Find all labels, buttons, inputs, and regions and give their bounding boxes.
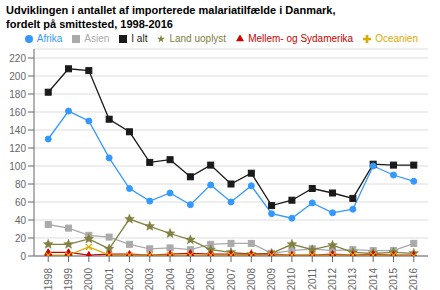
- svg-text:2012: 2012: [327, 268, 338, 290]
- svg-text:2013: 2013: [347, 268, 358, 290]
- html-text:Mellem- og Sydamerika: Mellem- og Sydamerika: [248, 33, 354, 44]
- svg-text:2004: 2004: [165, 268, 176, 290]
- svg-text:2008: 2008: [246, 268, 257, 290]
- svg-text:2000: 2000: [83, 268, 94, 290]
- svg-text:2009: 2009: [266, 268, 277, 290]
- svg-text:2002: 2002: [124, 268, 135, 290]
- svg-text:0: 0: [20, 251, 26, 262]
- svg-text:2015: 2015: [388, 268, 399, 290]
- svg-text:1999: 1999: [63, 268, 74, 290]
- svg-text:80: 80: [15, 179, 27, 190]
- svg-text:140: 140: [9, 125, 26, 136]
- svg-text:2003: 2003: [144, 268, 155, 290]
- svg-text:2010: 2010: [286, 268, 297, 290]
- svg-text:120: 120: [9, 143, 26, 154]
- svg-text:1998: 1998: [43, 268, 54, 290]
- svg-text:20: 20: [15, 233, 27, 244]
- svg-text:2016: 2016: [408, 268, 419, 290]
- svg-text:220: 220: [9, 53, 26, 64]
- svg-text:100: 100: [9, 161, 26, 172]
- svg-text:40: 40: [15, 215, 27, 226]
- html-text:Udviklingen i antallet af impo: Udviklingen i antallet af importerede ma…: [6, 4, 336, 16]
- html-text:Afrika: Afrika: [36, 33, 63, 44]
- svg-text:60: 60: [15, 197, 27, 208]
- svg-text:2011: 2011: [307, 268, 318, 290]
- html-text:Asien: Asien: [84, 33, 110, 44]
- svg-text:160: 160: [9, 107, 26, 118]
- svg-text:2006: 2006: [205, 268, 216, 290]
- svg-text:2005: 2005: [185, 268, 196, 290]
- html-text:Oceanien: Oceanien: [375, 33, 418, 44]
- svg-text:2007: 2007: [226, 268, 237, 290]
- svg-text:2014: 2014: [368, 268, 379, 290]
- html-text:fordelt på smittested, 1998-20: fordelt på smittested, 1998-2016: [6, 18, 173, 30]
- svg-text:180: 180: [9, 89, 26, 100]
- html-text:I alt: I alt: [131, 33, 148, 44]
- svg-text:200: 200: [9, 71, 26, 82]
- svg-text:2001: 2001: [104, 268, 115, 290]
- html-text:Land uoplyst: Land uoplyst: [169, 33, 227, 44]
